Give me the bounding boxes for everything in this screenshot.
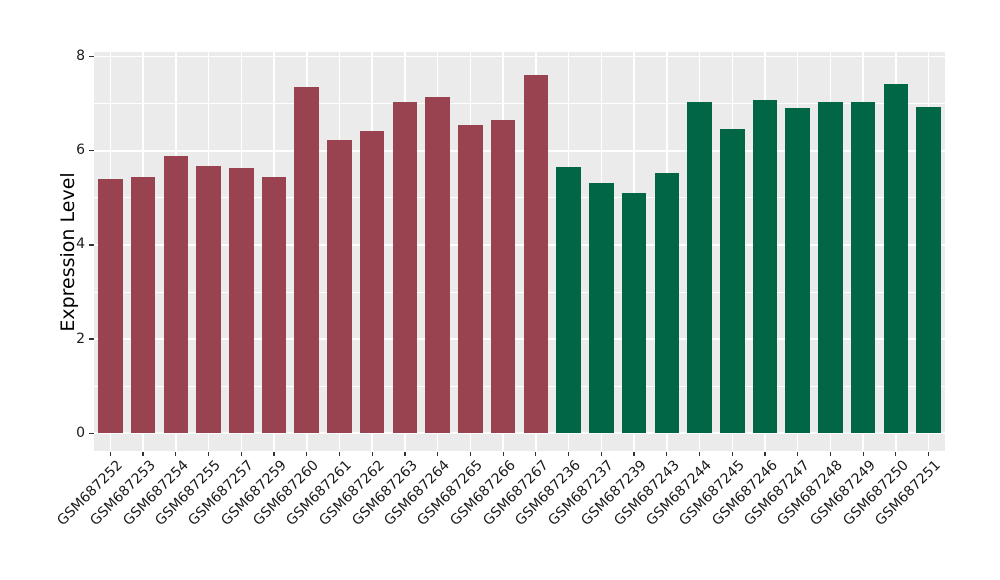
x-axis-tick <box>895 451 897 456</box>
bar <box>916 107 941 434</box>
x-axis-tick <box>404 451 406 456</box>
x-axis-tick <box>469 451 471 456</box>
bar <box>163 156 189 434</box>
bar <box>719 129 745 434</box>
gridline-minor <box>94 385 945 387</box>
gridline-minor <box>94 103 945 105</box>
x-axis-tick <box>437 451 439 456</box>
x-axis-tick <box>862 451 864 456</box>
gridline-major <box>94 432 945 434</box>
x-axis-tick <box>142 451 144 456</box>
gridline-major <box>94 55 945 58</box>
x-axis-tick <box>567 451 570 456</box>
y-axis-tick-label: 8 <box>76 48 85 65</box>
y-axis-tick <box>89 244 94 246</box>
y-axis-tick <box>89 56 94 58</box>
x-axis-tick <box>764 451 766 456</box>
bar <box>458 124 483 434</box>
x-axis-tick <box>175 451 177 456</box>
x-axis-tick <box>666 451 668 456</box>
plot-panel <box>94 52 945 451</box>
x-axis-tick <box>502 451 504 456</box>
bar <box>687 102 712 434</box>
x-axis-tick <box>273 451 275 456</box>
x-axis-tick <box>207 451 210 456</box>
x-axis-tick <box>535 451 537 456</box>
bar <box>523 74 549 434</box>
bar <box>130 176 156 434</box>
y-axis-tick <box>89 338 94 340</box>
bar <box>752 100 778 434</box>
bar <box>196 165 221 434</box>
x-axis-tick <box>338 451 341 456</box>
x-axis-tick <box>928 451 930 456</box>
bar <box>589 183 614 434</box>
bar <box>490 120 516 434</box>
gridline-major <box>94 338 945 340</box>
bar <box>785 108 810 434</box>
x-axis-tick <box>600 451 602 456</box>
gridline-minor <box>94 197 945 199</box>
bar <box>621 192 647 434</box>
bar <box>818 102 843 434</box>
bar <box>883 83 909 434</box>
x-axis-tick <box>633 451 635 456</box>
bar <box>359 131 385 434</box>
y-axis-tick-label: 4 <box>76 236 85 253</box>
bar <box>294 86 320 434</box>
x-axis-tick <box>306 451 308 456</box>
y-axis-tick-label: 0 <box>76 424 85 441</box>
bar <box>229 168 254 434</box>
x-axis-tick <box>731 451 733 456</box>
gridline-major <box>94 150 945 152</box>
bar <box>98 179 123 434</box>
bar <box>261 177 287 434</box>
gridline-major <box>94 244 945 246</box>
bar <box>392 102 418 434</box>
bar <box>327 139 352 434</box>
y-axis-tick <box>89 432 94 434</box>
x-axis-tick <box>109 451 111 456</box>
x-axis-tick <box>797 451 799 456</box>
x-axis-tick <box>240 451 242 456</box>
x-axis-tick <box>698 451 701 456</box>
bar <box>556 167 581 434</box>
y-axis-tick-label: 6 <box>76 142 85 159</box>
bar <box>850 101 876 434</box>
gridline-minor <box>94 291 945 293</box>
x-axis-tick <box>829 451 832 456</box>
x-axis-tick <box>371 451 373 456</box>
bar <box>425 96 450 434</box>
y-axis-tick-label: 2 <box>76 330 85 347</box>
bar <box>654 172 680 434</box>
y-axis-tick <box>89 150 94 152</box>
